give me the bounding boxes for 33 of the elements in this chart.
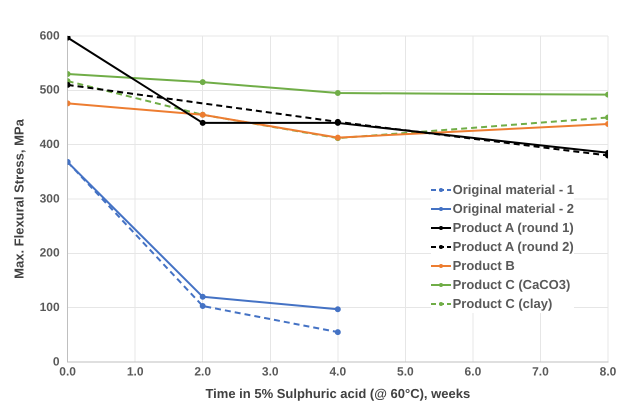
x-tick-label: 3.0 xyxy=(262,364,279,379)
legend-label: Product A (round 2) xyxy=(452,239,574,254)
point xyxy=(200,79,206,86)
point xyxy=(334,90,341,96)
point xyxy=(200,294,206,300)
x-axis-title: Time in 5% Sulphuric acid (@ 60°C), weeks xyxy=(205,386,470,401)
point xyxy=(200,120,206,126)
y-tick-label: 500 xyxy=(40,82,60,97)
y-axis-title: Max. Flexural Stress, MPa xyxy=(11,118,26,279)
point xyxy=(68,36,71,41)
legend-label: Product A (round 1) xyxy=(452,220,574,235)
point xyxy=(200,303,206,310)
y-tick-label: 0 xyxy=(52,354,60,368)
point xyxy=(334,329,341,336)
legend-label: Original material - 2 xyxy=(452,201,574,216)
x-tick-label: 0.0 xyxy=(59,364,76,379)
x-tick-label: 7.0 xyxy=(532,364,550,379)
x-tick-label: 5.0 xyxy=(397,364,414,379)
legend-label: Product C (clay) xyxy=(452,296,552,311)
point xyxy=(334,306,341,312)
x-tick-label: 8.0 xyxy=(600,364,617,379)
x-tick-label: 1.0 xyxy=(126,364,144,379)
y-tick-label: 300 xyxy=(40,191,60,206)
legend-label: Product C (CaCO3) xyxy=(452,277,570,292)
x-tick-label: 4.0 xyxy=(329,364,346,379)
legend-label: Original material - 1 xyxy=(452,182,574,197)
y-tick-label: 100 xyxy=(40,300,60,314)
y-tick-label: 600 xyxy=(40,28,60,42)
x-tick-label: 6.0 xyxy=(464,364,482,379)
y-tick-label: 400 xyxy=(40,136,60,151)
y-tick-label: 200 xyxy=(40,246,60,260)
legend-label: Product B xyxy=(452,258,515,273)
x-tick-label: 2.0 xyxy=(194,364,212,379)
